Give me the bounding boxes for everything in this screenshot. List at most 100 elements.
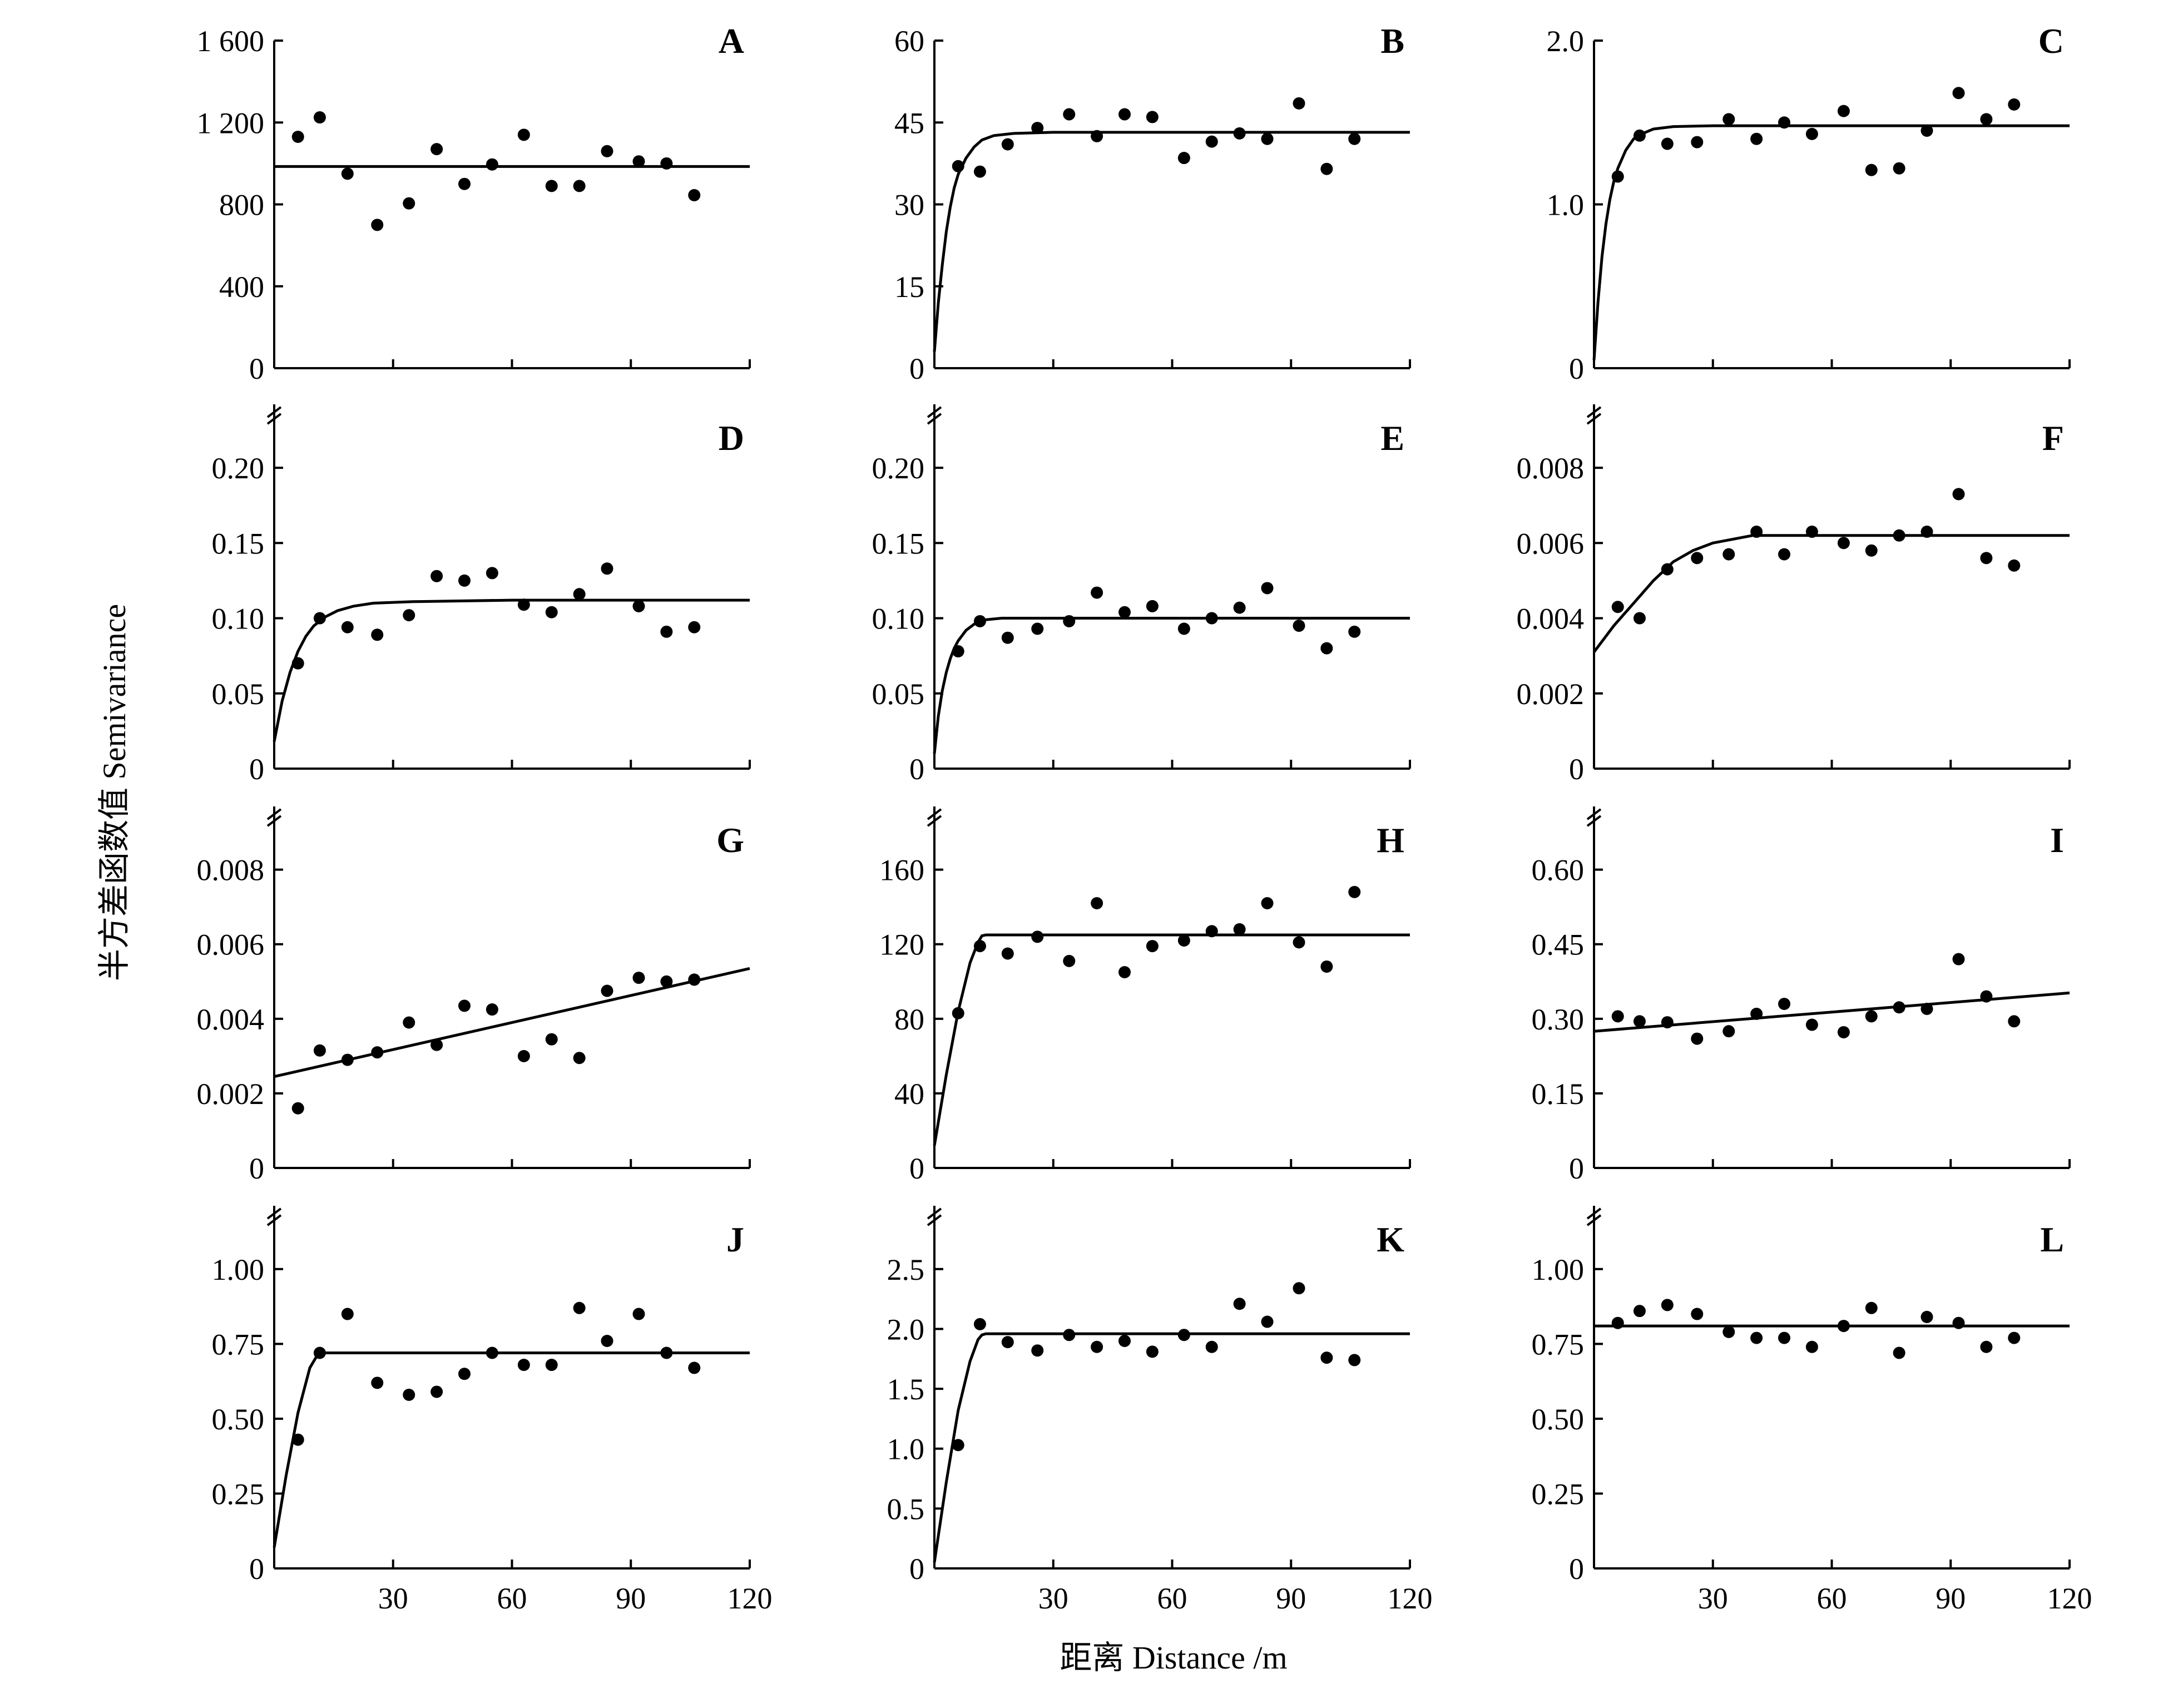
y-tick-label: 0.75: [1532, 1328, 1585, 1361]
panel-k: 0 0.5 1.0 1.5 2.0 2.5 30 60 90 120 K: [887, 1206, 1433, 1615]
data-point: [660, 625, 673, 638]
axis-break-mark: [1586, 815, 1602, 827]
panel-l: 0 0.25 0.50 0.75 1.00 30 60 90 120 L: [1532, 1206, 2092, 1615]
data-point: [1778, 116, 1790, 129]
model-curve: [273, 598, 750, 742]
panel-c: 0 1.0 2.0 C: [1547, 21, 2071, 385]
data-point: [601, 984, 613, 997]
panel-i: 0 0.15 0.30 0.45 0.60 I: [1532, 806, 2071, 1185]
data-point: [1920, 1310, 1933, 1323]
x-tick-label: 120: [2047, 1582, 2092, 1615]
y-tick-label: 0.60: [1532, 854, 1585, 887]
data-point: [660, 157, 673, 170]
data-point: [486, 1003, 498, 1016]
data-point: [973, 940, 986, 953]
data-point: [632, 155, 645, 168]
axis-break-mark: [266, 808, 282, 820]
data-point: [1805, 1340, 1818, 1353]
data-point: [601, 1334, 613, 1347]
data-point: [1952, 488, 1965, 501]
data-point: [1001, 1336, 1014, 1349]
data-point: [1661, 137, 1674, 150]
y-tick-label: 60: [894, 24, 924, 58]
panel-label: K: [1377, 1220, 1404, 1259]
panel-b: 0 15 30 45 60 B: [894, 21, 1411, 385]
data-point: [1233, 127, 1246, 140]
data-point: [458, 1368, 471, 1380]
y-tick-label: 0.15: [872, 527, 925, 560]
data-point: [1177, 934, 1190, 947]
axis-break-mark: [266, 1207, 282, 1220]
data-point: [632, 600, 645, 612]
data-point: [1348, 625, 1361, 638]
model-curve: [1593, 534, 2070, 653]
y-tick-label: 0.05: [872, 677, 925, 711]
x-axis-title: 距离 Distance /m: [1060, 1640, 1287, 1676]
data-point: [1091, 130, 1103, 142]
panel-label: J: [726, 1220, 744, 1259]
y-tick-label: 2.0: [1547, 24, 1585, 58]
axis-break-mark: [1586, 406, 1602, 418]
data-point: [1293, 97, 1305, 110]
data-point: [1837, 1026, 1850, 1038]
data-point: [517, 598, 530, 611]
data-point: [458, 574, 471, 587]
data-point: [403, 1388, 415, 1401]
model-curve: [933, 617, 1410, 754]
data-point: [1633, 612, 1646, 625]
data-point: [1633, 129, 1646, 142]
panel-label: G: [716, 820, 744, 860]
data-point: [1118, 1334, 1131, 1347]
data-point: [1031, 930, 1044, 943]
data-point: [1063, 1329, 1076, 1341]
data-point: [1348, 132, 1361, 145]
y-tick-label: 0.75: [212, 1328, 265, 1361]
data-point: [1920, 124, 1933, 137]
axis-break-mark: [927, 1214, 942, 1226]
data-point: [1893, 1346, 1905, 1359]
axis-break-mark: [927, 413, 942, 425]
data-point: [2008, 1331, 2021, 1344]
data-point: [1611, 1316, 1624, 1329]
data-point: [403, 197, 415, 210]
data-point: [517, 1359, 530, 1372]
data-point: [1063, 615, 1076, 627]
x-tick-label: 30: [1038, 1582, 1068, 1615]
data-point: [1177, 152, 1190, 165]
y-tick-label: 0: [909, 752, 924, 786]
data-point: [1146, 600, 1159, 612]
y-tick-label: 0: [909, 1552, 924, 1586]
data-point: [1778, 548, 1790, 561]
data-point: [1001, 631, 1014, 644]
data-point: [1031, 622, 1044, 635]
panel-label: E: [1380, 418, 1404, 458]
y-tick-label: 0.008: [1517, 452, 1585, 485]
data-point: [573, 1301, 586, 1314]
data-point: [1091, 1340, 1103, 1353]
y-axis-title: 半方差函数值 Semivariance: [96, 604, 132, 981]
data-point: [1805, 1018, 1818, 1031]
y-tick-label: 160: [879, 854, 924, 887]
x-tick-label: 90: [1936, 1582, 1966, 1615]
data-point: [430, 570, 443, 582]
y-tick-label: 0.30: [1532, 1003, 1585, 1036]
data-point: [688, 621, 701, 633]
axis-break-mark: [266, 413, 282, 425]
data-point: [1691, 1032, 1704, 1045]
data-point: [1205, 1340, 1218, 1353]
data-point: [517, 128, 530, 141]
axis-break-mark: [1586, 413, 1602, 425]
data-point: [1893, 529, 1905, 542]
data-point: [1261, 132, 1274, 145]
data-point: [545, 1033, 558, 1046]
data-point: [1893, 1001, 1905, 1014]
data-point: [1031, 1344, 1044, 1357]
y-tick-label: 0.50: [1532, 1403, 1585, 1436]
data-point: [1750, 1331, 1763, 1344]
data-point: [1146, 111, 1159, 123]
data-point: [573, 1052, 586, 1065]
panel-label: B: [1380, 21, 1404, 61]
data-point: [430, 143, 443, 156]
